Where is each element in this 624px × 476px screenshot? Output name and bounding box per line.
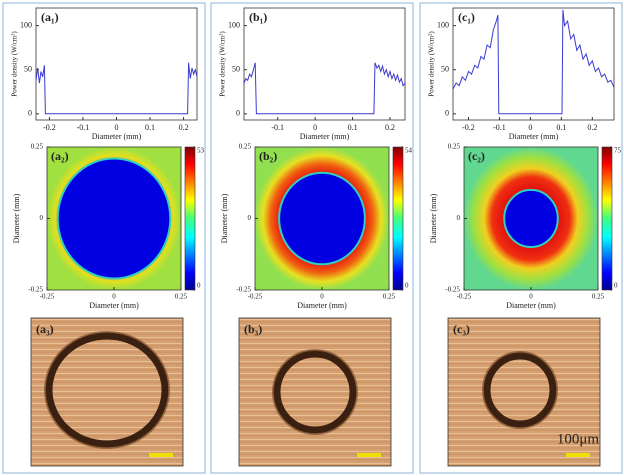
y-tick-label: 0 [28, 109, 32, 118]
ablation-ring [483, 352, 557, 428]
y-tick-label: 0.25 [239, 143, 252, 151]
x-axis-label: Diameter (mm) [506, 301, 556, 310]
y-tick-label: 0 [457, 214, 461, 222]
colorbar-tick-label: 53 [197, 147, 205, 155]
x-tick-label: -0.1 [77, 123, 90, 132]
ablation-ring-halo [272, 349, 358, 435]
x-tick-label: 0.1 [348, 123, 358, 132]
y-tick-label: 0.25 [31, 143, 44, 151]
panel-label: (a₃) [36, 322, 54, 336]
plot-frame [452, 7, 615, 121]
ablation-ring-halo [482, 351, 558, 429]
y-tick-label: 50 [232, 65, 240, 74]
x-axis-label: Diameter (mm) [92, 132, 142, 141]
x-axis-label: Diameter (mm) [300, 132, 350, 141]
y-tick-label: 0 [40, 214, 44, 222]
y-axis-label: Power density (W/cm²) [219, 31, 227, 97]
colorbar-tick-label: 54 [405, 147, 413, 155]
panel-label: (a₂) [51, 149, 69, 163]
x-tick-label: 0.25 [592, 293, 605, 301]
ablation-ring [273, 350, 357, 434]
power-line [35, 62, 198, 115]
plot-frame [35, 7, 198, 121]
y-tick-label: -0.25 [28, 286, 43, 294]
x-tick-label: 0.2 [179, 123, 189, 132]
beam-hole [56, 157, 172, 280]
y-tick-label: 50 [24, 65, 32, 74]
y-axis-label: Power density (W/cm²) [11, 31, 19, 97]
panel-label: (b₁) [249, 10, 267, 24]
y-tick-label: 50 [441, 65, 449, 74]
y-tick-label: 100 [20, 20, 32, 29]
colorbar [184, 146, 196, 291]
x-tick-label: 0 [112, 293, 116, 301]
x-tick-label: 0 [313, 123, 317, 132]
colorbar [392, 146, 404, 291]
x-tick-label: 0.1 [556, 123, 566, 132]
panel-label: (b₃) [244, 322, 262, 336]
scale-bar-label: 100μm [557, 431, 600, 447]
x-tick-label: 0.25 [383, 293, 396, 301]
x-tick-label: 0 [320, 293, 324, 301]
x-tick-label: -0.25 [457, 293, 472, 301]
colorbar-tick-label: 0 [405, 282, 409, 290]
y-axis-label: Power density (W/cm²) [428, 31, 436, 97]
micrograph [447, 317, 601, 467]
panel-border [210, 2, 414, 474]
colorbar [601, 146, 613, 291]
colorbar-tick-label: 0 [614, 282, 618, 290]
ablation-ring [45, 332, 169, 448]
x-axis-label: Diameter (mm) [509, 132, 559, 141]
x-tick-label: 0.25 [175, 293, 188, 301]
y-tick-label: -0.25 [445, 286, 460, 294]
x-tick-label: 0.2 [587, 123, 597, 132]
x-tick-label: 0 [115, 123, 119, 132]
x-tick-label: -0.2 [43, 123, 56, 132]
panel-label: (c₂) [468, 149, 485, 163]
x-tick-label: -0.25 [248, 293, 263, 301]
y-tick-label: 0 [445, 109, 449, 118]
beam-hole [503, 188, 559, 249]
x-tick-label: 0 [529, 293, 533, 301]
colorbar-tick-label: 75 [614, 147, 622, 155]
x-tick-label: -0.25 [40, 293, 55, 301]
x-tick-label: 0.2 [385, 123, 395, 132]
beam-hole [278, 171, 366, 266]
colorbar-tick-label: 0 [197, 282, 201, 290]
x-tick-label: -0.2 [462, 123, 475, 132]
panel-border [419, 2, 623, 474]
x-tick-label: -0.1 [493, 123, 506, 132]
y-tick-label: 100 [437, 20, 449, 29]
y-tick-label: 0.25 [448, 143, 461, 151]
power-line [452, 9, 615, 115]
x-axis-label: Diameter (mm) [89, 301, 139, 310]
x-tick-label: 0 [528, 123, 532, 132]
plot-frame [243, 7, 406, 121]
y-axis-label: Diameter (mm) [12, 193, 21, 243]
y-tick-label: 100 [228, 20, 240, 29]
y-tick-label: 0 [248, 214, 252, 222]
ablation-ring-halo [44, 331, 170, 449]
panel-label: (b₂) [259, 149, 277, 163]
micrograph [238, 317, 392, 467]
x-axis-label: Diameter (mm) [297, 301, 347, 310]
power-line [243, 62, 406, 115]
panel-label: (a₁) [41, 10, 59, 24]
y-axis-label: Diameter (mm) [429, 193, 438, 243]
panel-label: (c₃) [453, 322, 470, 336]
x-tick-label: -0.1 [271, 123, 284, 132]
y-tick-label: 0 [236, 109, 240, 118]
y-tick-label: -0.25 [236, 286, 251, 294]
panel-label: (c₁) [458, 10, 475, 24]
panel-border [2, 2, 206, 474]
y-axis-label: Diameter (mm) [220, 193, 229, 243]
x-tick-label: 0.1 [145, 123, 155, 132]
